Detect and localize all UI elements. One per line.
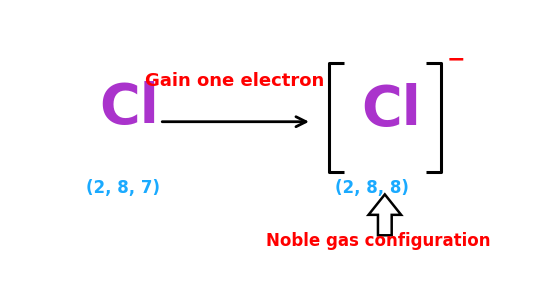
Text: (2, 8, 8): (2, 8, 8) — [336, 178, 409, 196]
Text: −: − — [446, 49, 465, 69]
Text: Gain one electron: Gain one electron — [145, 72, 324, 90]
Text: Cl: Cl — [361, 83, 421, 137]
Text: Noble gas configuration: Noble gas configuration — [266, 232, 491, 250]
Text: (2, 8, 7): (2, 8, 7) — [86, 178, 161, 196]
Polygon shape — [368, 194, 401, 235]
Text: Cl: Cl — [99, 81, 159, 135]
